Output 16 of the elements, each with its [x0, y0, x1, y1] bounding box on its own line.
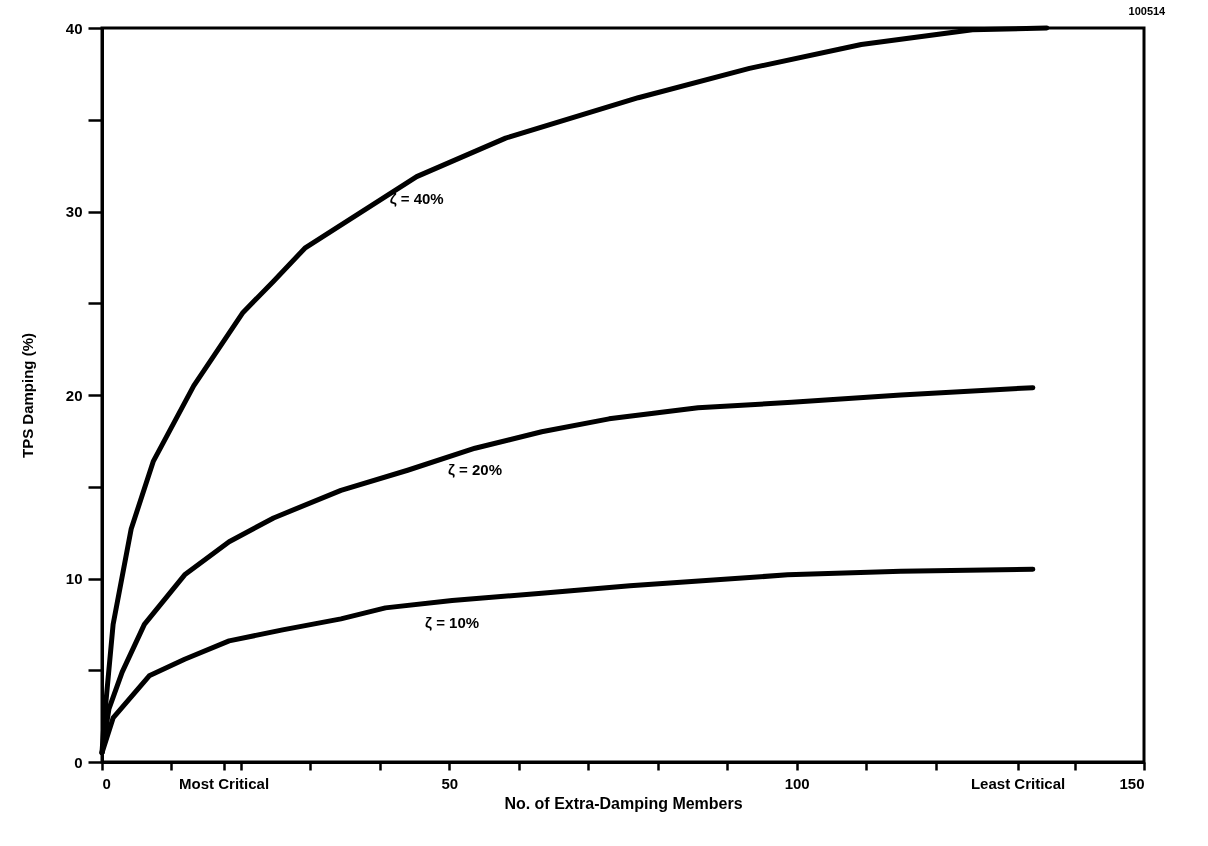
- series-label: ζ = 20%: [448, 461, 503, 479]
- y-tick-label: 0: [74, 753, 83, 771]
- y-tick-label: 20: [65, 386, 83, 404]
- x-tick-label: 50: [441, 774, 459, 792]
- y-tick-label: 30: [65, 203, 83, 220]
- x-tick-label: 100: [784, 774, 810, 792]
- y-tick-label: 10: [65, 570, 83, 587]
- x-tick-label: 0: [102, 774, 111, 792]
- y-tick-label: 40: [65, 19, 83, 37]
- text: 100514: [1128, 5, 1167, 17]
- x-tick-label: Most Critical: [179, 774, 270, 792]
- x-tick-label: Least Critical: [970, 774, 1066, 792]
- x-tick-label: 150: [1119, 774, 1145, 792]
- x-axis-title: No. of Extra-Damping Members: [504, 794, 743, 812]
- series-label: ζ = 10%: [425, 613, 480, 631]
- y-axis-title: TPS Damping (%): [18, 332, 36, 459]
